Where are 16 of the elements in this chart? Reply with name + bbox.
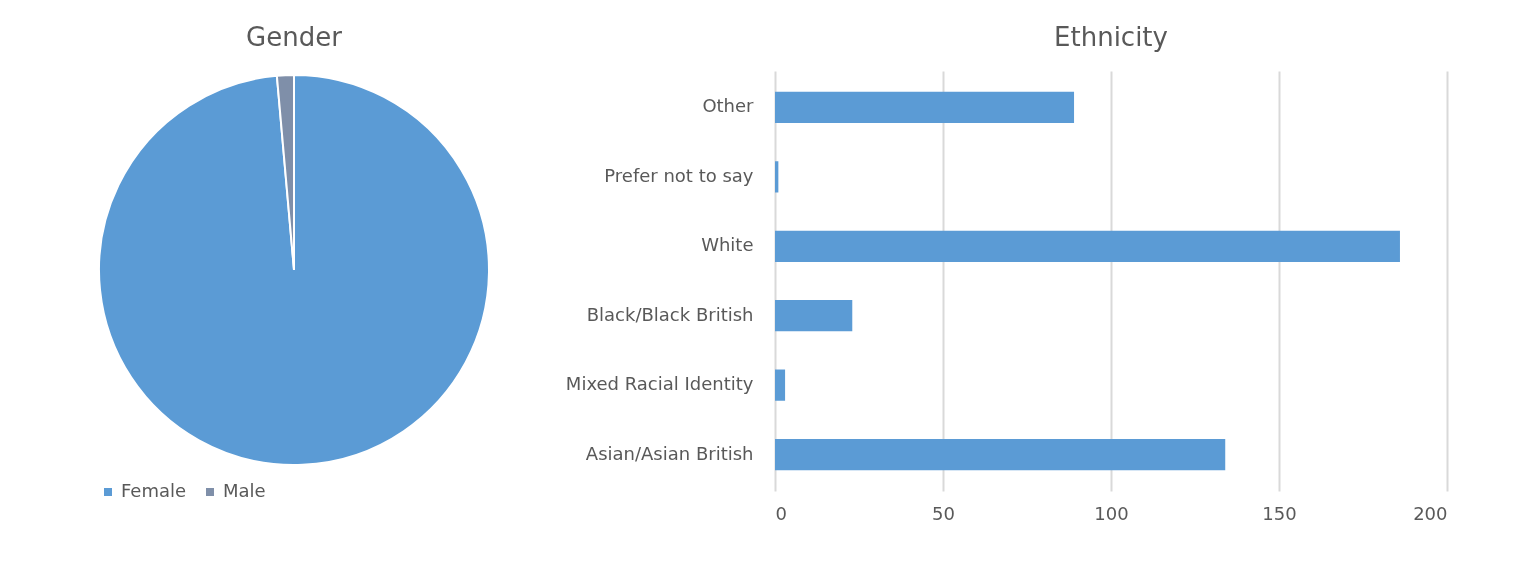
- y-tick-label: White: [701, 234, 754, 256]
- x-tick-label: 150: [1262, 502, 1297, 524]
- y-tick-label: Prefer not to say: [604, 164, 754, 186]
- y-tick-label: Black/Black British: [586, 303, 754, 325]
- y-tick-label: Other: [702, 95, 755, 117]
- y-tick-label: Mixed Racial Identity: [565, 373, 754, 395]
- x-tick-label: 100: [1094, 502, 1129, 524]
- legend-label: Female: [121, 480, 187, 501]
- pie-slice: [98, 74, 490, 466]
- legend-label: Male: [223, 480, 266, 501]
- chart-title: Ethnicity: [1054, 22, 1168, 52]
- x-tick-label: 0: [775, 502, 787, 524]
- x-tick-label: 50: [932, 502, 955, 524]
- y-tick-label: Asian/Asian British: [585, 442, 754, 464]
- x-tick-label: 200: [1413, 502, 1448, 524]
- chart-title: Gender: [246, 22, 343, 52]
